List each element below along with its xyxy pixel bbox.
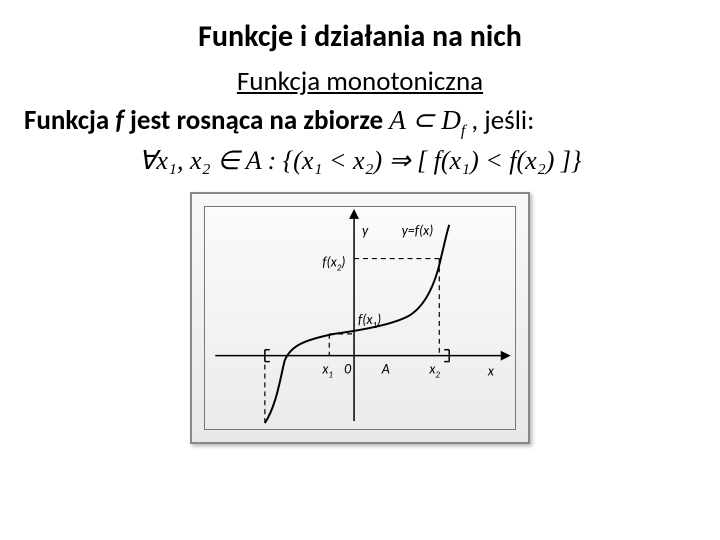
chart-outer-frame: y y=f(x) f(x2) f(x1) x1 0 Ax2 x	[190, 192, 530, 444]
def-prefix: Funkcja	[24, 104, 115, 137]
dashed-guides	[265, 259, 439, 424]
def-subset: A ⊂ D	[389, 105, 461, 135]
chart-inner-frame: y y=f(x) f(x2) f(x1) x1 0 Ax2 x	[204, 206, 516, 430]
svg-text:f(x2): f(x2)	[322, 254, 345, 274]
svg-text:x: x	[487, 363, 495, 380]
def-mid: jest rosnąca na zbiorze	[124, 104, 389, 137]
svg-text:y=f(x): y=f(x)	[402, 222, 434, 239]
quantifier-formula: ∀x₁, x₂ ∈ A : {(x₁ < x₂) ⇒ [ f(x₁) < f(x…	[24, 146, 696, 176]
def-fn: f	[115, 104, 124, 137]
chart-labels: y y=f(x) f(x2) f(x1) x1 0 Ax2 x	[321, 222, 495, 381]
slide-title: Funkcje i działania na nich	[24, 18, 696, 55]
svg-text:x1: x1	[321, 361, 333, 381]
svg-text:A: A	[381, 361, 390, 378]
definition-line: Funkcja f jest rosnąca na zbiorze A ⊂ Df…	[24, 104, 696, 140]
function-plot: y y=f(x) f(x2) f(x1) x1 0 Ax2 x	[205, 207, 515, 429]
def-suffix: , jeśli:	[465, 104, 534, 137]
svg-text:y: y	[362, 222, 369, 239]
function-curve	[265, 225, 449, 423]
svg-text:0: 0	[344, 361, 352, 378]
svg-text:x2: x2	[428, 361, 440, 381]
svg-text:f(x1): f(x1)	[358, 311, 381, 331]
slide-subtitle: Funkcja monotoniczna	[24, 65, 696, 98]
